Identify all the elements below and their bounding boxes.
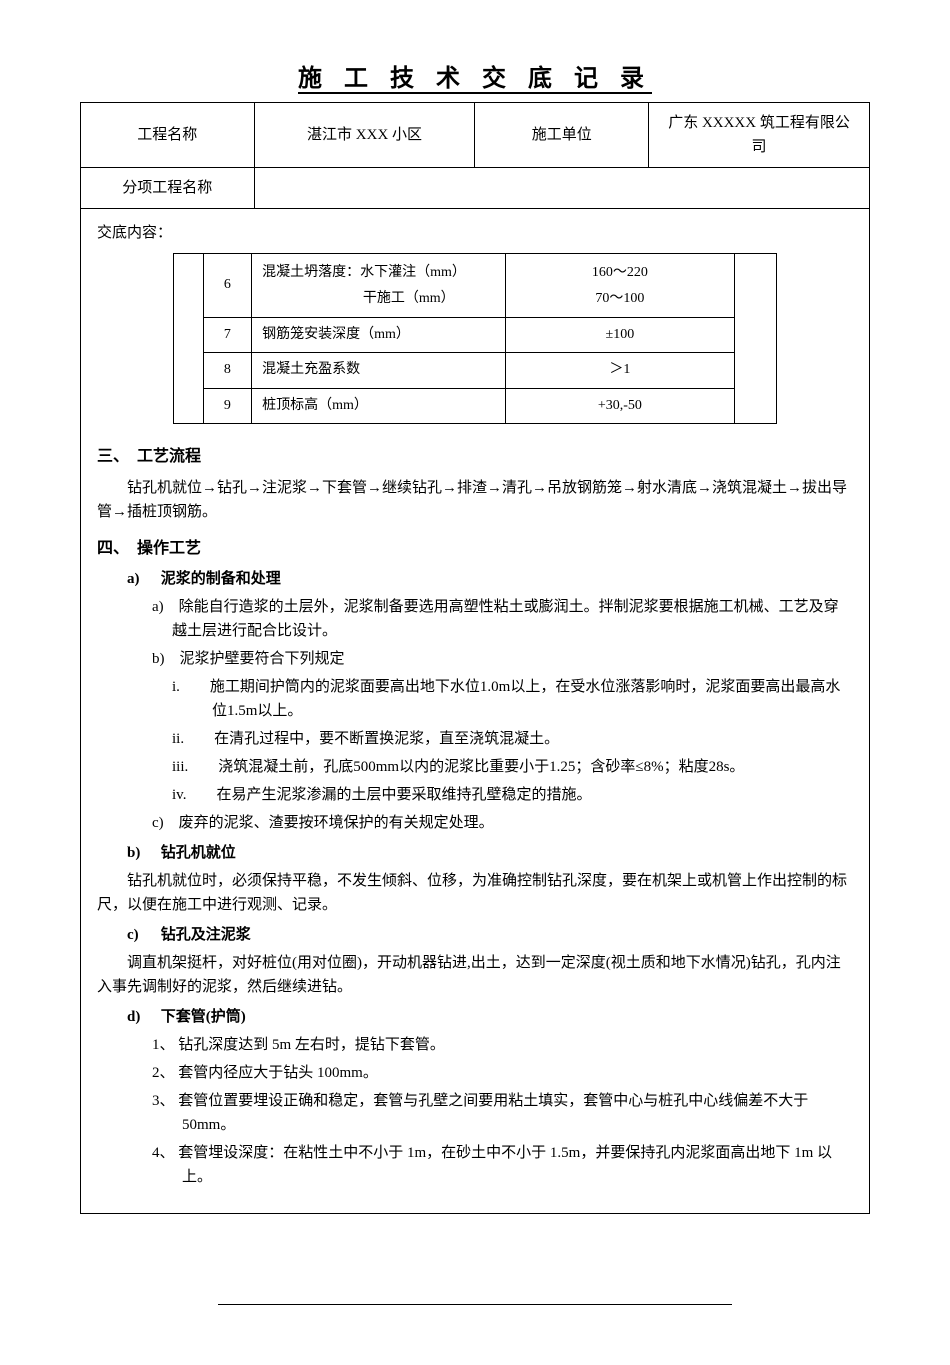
sub-project-value — [254, 168, 869, 209]
row-num: 8 — [203, 353, 251, 388]
subsection-c-body: 调直机架挺杆，对好桩位(用对位圈)，开动机器钻进,出土，达到一定深度(视土质和地… — [97, 951, 853, 999]
list-item: ii. 在清孔过程中，要不断置换泥浆，直至浇筑混凝土。 — [172, 727, 853, 751]
list-item: 1、 钻孔深度达到 5m 左右时，提钻下套管。 — [152, 1033, 853, 1057]
row-num: 9 — [203, 388, 251, 423]
tolerance-table: 6 混凝土坍落度：水下灌注（mm） 干施工（mm） 160～220 70～100… — [173, 253, 778, 424]
subsection-b-body: 钻孔机就位时，必须保持平稳，不发生倾斜、位移，为准确控制钻孔深度，要在机架上或机… — [97, 869, 853, 917]
construction-unit-label: 施工单位 — [475, 103, 649, 168]
list-item: c) 废弃的泥浆、渣要按环境保护的有关规定处理。 — [152, 811, 853, 835]
list-item: i. 施工期间护筒内的泥浆面要高出地下水位1.0m以上，在受水位涨落影响时，泥浆… — [172, 675, 853, 723]
table-row: 8 混凝土充盈系数 ＞1 — [173, 353, 777, 388]
table-row: 6 混凝土坍落度：水下灌注（mm） 干施工（mm） 160～220 70～100 — [173, 254, 777, 317]
row-num: 7 — [203, 317, 251, 352]
section4-heading: 四、 操作工艺 — [97, 536, 853, 562]
header-table: 工程名称 湛江市 XXX 小区 施工单位 广东 XXXXX 筑工程有限公司 分项… — [80, 102, 870, 209]
list-item: 2、 套管内径应大于钻头 100mm。 — [152, 1061, 853, 1085]
row-value: +30,-50 — [505, 388, 734, 423]
row-num: 6 — [203, 254, 251, 317]
list-item: 3、 套管位置要埋设正确和稳定，套管与孔壁之间要用粘土填实，套管中心与桩孔中心线… — [152, 1089, 853, 1137]
row-value: 160～220 70～100 — [505, 254, 734, 317]
table-row: 7 钢筋笼安装深度（mm） ±100 — [173, 317, 777, 352]
table-row: 9 桩顶标高（mm） +30,-50 — [173, 388, 777, 423]
row-desc: 钢筋笼安装深度（mm） — [252, 317, 506, 352]
row-desc: 混凝土坍落度：水下灌注（mm） 干施工（mm） — [252, 254, 506, 317]
subsection-d: d) 下套管(护筒) — [127, 1005, 853, 1029]
list-item: b) 泥浆护壁要符合下列规定 — [152, 647, 853, 671]
list-item: iv. 在易产生泥浆渗漏的土层中要采取维持孔壁稳定的措施。 — [172, 783, 853, 807]
footer-divider — [218, 1304, 732, 1305]
row-desc: 混凝土充盈系数 — [252, 353, 506, 388]
section3-heading: 三、 工艺流程 — [97, 444, 853, 470]
subsection-a: a) 泥浆的制备和处理 — [127, 567, 853, 591]
document-title: 施 工 技 术 交 底 记 录 — [80, 60, 870, 98]
row-desc: 桩顶标高（mm） — [252, 388, 506, 423]
subsection-b: b) 钻孔机就位 — [127, 841, 853, 865]
section3-body: 钻孔机就位→钻孔→注泥浆→下套管→继续钻孔→排渣→清孔→吊放钢筋笼→射水清底→浇… — [97, 476, 853, 524]
list-item: iii. 浇筑混凝土前，孔底500mm以内的泥浆比重要小于1.25；含砂率≤8%… — [172, 755, 853, 779]
main-content: 交底内容： 6 混凝土坍落度：水下灌注（mm） 干施工（mm） 160～220 … — [80, 209, 870, 1214]
project-name-label: 工程名称 — [81, 103, 255, 168]
construction-unit-value: 广东 XXXXX 筑工程有限公司 — [649, 103, 870, 168]
list-item: a) 除能自行造浆的土层外，泥浆制备要选用高塑性粘土或膨润土。拌制泥浆要根据施工… — [152, 595, 853, 643]
list-item: 4、 套管埋设深度：在粘性土中不小于 1m，在砂土中不小于 1.5m，并要保持孔… — [152, 1141, 853, 1189]
disclosure-label: 交底内容： — [97, 221, 853, 245]
project-name-value: 湛江市 XXX 小区 — [254, 103, 475, 168]
subsection-c: c) 钻孔及注泥浆 — [127, 923, 853, 947]
row-value: ±100 — [505, 317, 734, 352]
sub-project-label: 分项工程名称 — [81, 168, 255, 209]
row-value: ＞1 — [505, 353, 734, 388]
